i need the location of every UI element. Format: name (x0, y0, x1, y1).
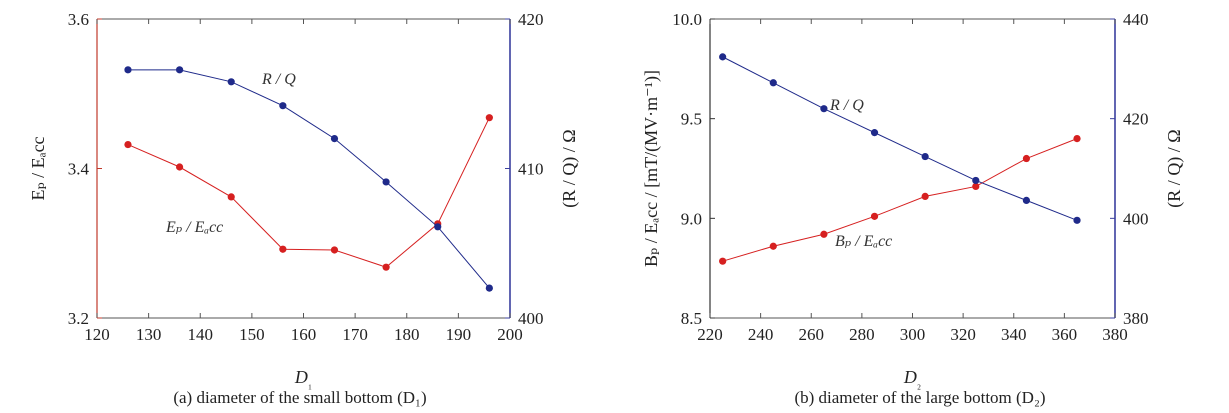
y-right-axis-label: (R / Q) / Ω (559, 129, 580, 207)
y-right-tick-label: 420 (518, 10, 544, 29)
series-annotation: Bₚ / Eₐcc (835, 233, 892, 250)
data-point-0 (330, 246, 339, 254)
y-right-tick-label: 420 (1123, 110, 1149, 129)
data-point-1 (769, 79, 777, 87)
data-point-1 (719, 53, 727, 61)
data-point-0 (176, 163, 184, 171)
series-line-1 (127, 69, 490, 289)
data-point-1 (921, 152, 929, 161)
y-right-tick-label: 400 (518, 309, 544, 328)
data-point-0 (820, 230, 828, 238)
y-right-tick-label: 400 (1123, 209, 1149, 228)
x-tick-label: 380 (1102, 325, 1128, 344)
y-right-tick-label: 380 (1123, 309, 1149, 328)
data-point-0 (719, 257, 727, 265)
data-point-0 (485, 114, 493, 122)
data-point-1 (227, 78, 235, 86)
data-point-0 (279, 245, 287, 253)
x-tick-label: 280 (849, 325, 875, 344)
data-point-1 (382, 178, 390, 186)
x-tick-label: 190 (446, 325, 472, 344)
data-point-1 (870, 129, 879, 137)
series-annotation: Eₚ / Eₐcc (165, 219, 223, 236)
chart-b: 220 240 260 280 300 320 340 360 380 8.5 9.0 9.5 10.0… (641, 10, 1185, 407)
y-right-axis-label: (R / Q) / Ω (1164, 129, 1185, 207)
x-tick-label: 220 (697, 325, 723, 344)
x-tick-label: 180 (394, 325, 420, 344)
data-point-1 (330, 135, 339, 143)
x-tick-label: 360 (1052, 325, 1078, 344)
x-tick-label: 260 (799, 325, 825, 344)
y-left-tick-label: 9.5 (681, 110, 702, 129)
y-left-tick-label: 10.0 (672, 10, 702, 29)
y-right-tick-label: 410 (518, 160, 544, 179)
x-tick-label: 240 (748, 325, 774, 344)
chart-a: 120 130 140 150 160 170 180 190 200 3.2 3.4 3.6 400 4… (28, 10, 580, 407)
data-point-1 (279, 102, 287, 110)
x-axis-label: D₁ (294, 367, 312, 390)
x-tick-label: 160 (291, 325, 317, 344)
data-point-0 (921, 192, 929, 201)
y-left-tick-label: 3.4 (68, 160, 90, 179)
data-point-1 (1073, 216, 1081, 224)
x-tick-label: 170 (342, 325, 368, 344)
y-right-tick-label: 440 (1123, 10, 1149, 29)
data-point-0 (124, 140, 132, 149)
data-point-1 (1022, 196, 1031, 204)
data-point-1 (434, 223, 442, 231)
data-point-1 (485, 284, 493, 292)
data-point-0 (972, 182, 980, 191)
data-point-0 (769, 242, 777, 250)
y-left-tick-label: 3.2 (68, 309, 89, 328)
series-line-1 (722, 56, 1078, 221)
y-left-axis-label: Bₚ / Eₐcc / [mT/(MV·m⁻¹)] (641, 70, 662, 267)
data-point-0 (227, 193, 235, 201)
data-point-1 (176, 66, 184, 74)
data-point-0 (1073, 135, 1081, 143)
chart-caption: (a) diameter of the small bottom (D₁) (173, 388, 426, 407)
data-point-0 (870, 212, 879, 220)
x-tick-label: 340 (1001, 325, 1027, 344)
x-tick-label: 200 (497, 325, 523, 344)
x-tick-label: 120 (84, 325, 110, 344)
chart-caption: (b) diameter of the large bottom (D₂) (794, 388, 1045, 407)
series-annotation: R / Q (261, 71, 296, 88)
y-left-tick-label: 3.6 (68, 10, 89, 29)
x-tick-label: 150 (239, 325, 265, 344)
data-point-1 (820, 105, 828, 113)
series-annotation: R / Q (829, 97, 864, 114)
data-point-0 (382, 263, 390, 271)
y-left-tick-label: 8.5 (681, 309, 702, 328)
series-line-0 (127, 117, 490, 268)
x-tick-label: 300 (900, 325, 926, 344)
data-point-0 (1022, 154, 1031, 163)
x-tick-label: 320 (950, 325, 976, 344)
x-axis-label: D₂ (903, 367, 921, 390)
x-tick-label: 140 (188, 325, 214, 344)
x-tick-label: 130 (136, 325, 162, 344)
y-left-axis-label: Eₚ / Eₐcc (28, 136, 48, 200)
y-left-tick-label: 9.0 (681, 209, 702, 228)
series-line-0 (722, 138, 1078, 262)
data-point-1 (124, 66, 132, 74)
data-point-1 (972, 176, 980, 185)
